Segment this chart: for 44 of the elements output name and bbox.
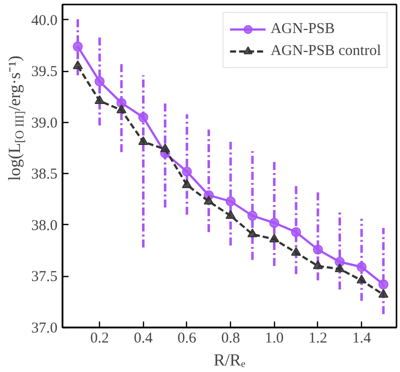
point: [160, 143, 170, 152]
point: [226, 196, 236, 206]
point: [138, 136, 148, 145]
point: [378, 288, 388, 298]
y-tick-label: 38.5: [31, 166, 58, 183]
y-tick-label: 39.0: [31, 115, 58, 132]
point: [247, 210, 258, 221]
point: [356, 262, 367, 272]
point: [182, 166, 192, 177]
point: [334, 263, 345, 272]
y-tick-label: 37.5: [31, 269, 58, 286]
point: [378, 279, 388, 290]
point: [182, 179, 192, 188]
x-tick-label: 1.0: [264, 330, 284, 346]
x-axis-title: R/Rₑ: [214, 350, 246, 370]
point: [356, 274, 367, 284]
point: [94, 76, 105, 86]
x-tick-label: 0.6: [178, 330, 197, 346]
point: [138, 112, 148, 122]
y-axis-title: log(L[O III]/erg·s⁻¹): [5, 56, 26, 181]
point: [116, 104, 126, 114]
x-tick-label: 1.4: [352, 330, 372, 346]
point: [312, 244, 323, 255]
point: [291, 246, 302, 256]
point: [269, 234, 280, 242]
y-tick-label: 40.0: [31, 12, 58, 29]
point: [72, 60, 83, 70]
point: [312, 260, 323, 270]
point: [204, 196, 214, 204]
y-tick-label: 39.5: [31, 64, 58, 80]
point: [226, 210, 236, 219]
y-tick-label: 38.0: [31, 218, 58, 234]
legend-label: AGN-PSB control: [270, 42, 381, 60]
x-tick-label: 0.2: [90, 330, 109, 346]
x-tick-label: 0.4: [134, 330, 154, 346]
point: [291, 227, 302, 238]
legend-label: AGN-PSB: [270, 20, 335, 38]
point: [94, 95, 105, 104]
y-tick-label: 37.0: [31, 320, 58, 336]
x-tick-label: 1.2: [308, 330, 328, 346]
point: [72, 42, 83, 52]
x-tick-label: 0.8: [221, 330, 240, 346]
point: [247, 228, 258, 238]
point: [269, 218, 280, 228]
